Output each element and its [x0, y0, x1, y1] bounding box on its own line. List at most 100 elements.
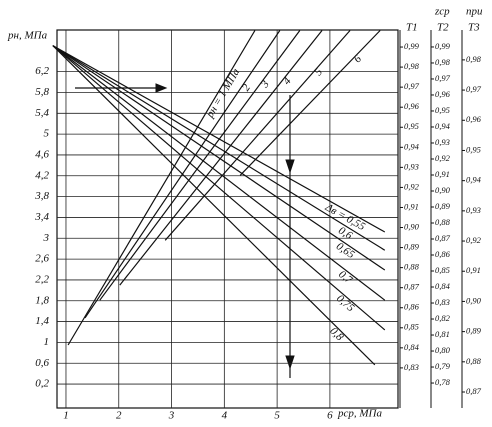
- y-tick-label: 2,2: [35, 273, 49, 285]
- nomogram-line: [52, 45, 386, 271]
- nomogram-line: [119, 30, 323, 286]
- right-tick-label: 0,88: [466, 356, 482, 366]
- y-tick-label: 3: [43, 232, 50, 244]
- right-tick-label: 0,96: [404, 101, 420, 111]
- series-label: 6: [351, 53, 364, 66]
- series-label: 2: [240, 82, 253, 94]
- right-tick-label: 0,86: [435, 249, 451, 259]
- right-axis-title: T3: [468, 22, 480, 34]
- right-tick-label: 0,85: [404, 322, 419, 332]
- y-tick-label: 5,4: [35, 107, 49, 119]
- series-label: 4: [281, 75, 294, 87]
- right-tick-label: 0,95: [466, 144, 481, 154]
- right-tick-label: 0,89: [404, 242, 420, 252]
- right-tick-label: 0,91: [466, 265, 481, 275]
- right-tick-label: 0,91: [404, 201, 419, 211]
- right-tick-label: 0,99: [404, 41, 420, 51]
- y-tick-label: 6,2: [35, 65, 49, 77]
- x-tick-label: 5: [274, 410, 280, 422]
- right-tick-label: 0,90: [404, 221, 420, 231]
- right-tick-label: 0,91: [435, 169, 450, 179]
- right-tick-label: 0,90: [435, 185, 451, 195]
- right-tick-label: 0,98: [466, 54, 482, 64]
- right-tick-label: 0,78: [435, 377, 451, 387]
- y-tick-label: 0,2: [35, 378, 49, 390]
- right-tick-label: 0,94: [404, 141, 420, 151]
- right-tick-label: 0,93: [404, 161, 419, 171]
- right-tick-label: 0,87: [404, 282, 420, 292]
- y-tick-label: 1,4: [35, 315, 49, 327]
- y-tick-label: 5: [44, 128, 50, 140]
- nomogram-line: [52, 45, 386, 251]
- nomogram-line: [99, 30, 301, 301]
- series-label: 0,7: [336, 268, 355, 286]
- right-tick-label: 0,86: [404, 302, 420, 312]
- right-tick-label: 0,80: [435, 345, 451, 355]
- right-tick-label: 0,95: [435, 105, 450, 115]
- x-tick-label: 4: [222, 410, 228, 422]
- x-axis-label: pср, МПа: [337, 408, 382, 420]
- y-tick-label: 3,4: [34, 211, 49, 223]
- right-tick-label: 0,97: [466, 84, 482, 94]
- nomogram-line: [164, 30, 351, 241]
- right-tick-label: 0,99: [435, 41, 451, 51]
- right-tick-label: 0,87: [435, 233, 451, 243]
- right-axis-title: T2: [437, 22, 449, 34]
- series-label: 0,75: [334, 293, 357, 315]
- right-tick-label: 0,85: [435, 265, 450, 275]
- right-tick-label: 0,81: [435, 329, 450, 339]
- right-tick-label: 0,89: [435, 201, 451, 211]
- x-tick-label: 3: [168, 410, 175, 422]
- nomogram-line: [52, 45, 376, 366]
- arrow-head: [285, 159, 295, 174]
- y-tick-label: 4,2: [35, 169, 49, 181]
- x-tick-label: 2: [116, 410, 122, 422]
- nomogram-line: [52, 45, 386, 301]
- right-tick-label: 0,98: [435, 57, 451, 67]
- right-tick-label: 0,82: [435, 313, 451, 323]
- right-tick-label: 0,89: [466, 326, 482, 336]
- nomogram-line: [239, 30, 381, 176]
- y-tick-label: 4,6: [35, 148, 49, 160]
- right-tick-label: 0,79: [435, 361, 451, 371]
- arrow-head: [155, 83, 168, 93]
- right-tick-label: 0,96: [435, 89, 451, 99]
- x-tick-label: 1: [63, 410, 69, 422]
- right-tick-label: 0,90: [466, 295, 482, 305]
- right-tick-label: 0,88: [404, 262, 420, 272]
- nomogram-line: [84, 30, 281, 319]
- y-tick-label: 1: [44, 336, 50, 348]
- right-tick-label: 0,94: [435, 121, 451, 131]
- right-tick-label: 0,92: [404, 181, 420, 191]
- right-tick-label: 0,83: [435, 297, 450, 307]
- x-tick-label: 6: [327, 410, 333, 422]
- right-tick-label: 0,92: [435, 153, 451, 163]
- right-axis-header: при: [466, 6, 483, 18]
- plot-frame: [56, 29, 399, 409]
- right-tick-label: 0,95: [404, 121, 419, 131]
- right-tick-label: 0,97: [404, 81, 420, 91]
- y-tick-label: 3,8: [34, 190, 49, 202]
- right-tick-label: 0,84: [435, 281, 451, 291]
- right-tick-label: 0,92: [466, 235, 482, 245]
- y-tick-label: 0,6: [35, 357, 49, 369]
- right-axis-header: zср: [434, 6, 450, 18]
- nomogram-line: [52, 45, 386, 331]
- right-tick-label: 0,83: [404, 362, 419, 372]
- right-tick-label: 0,93: [435, 137, 450, 147]
- right-tick-label: 0,97: [435, 73, 451, 83]
- right-tick-label: 0,84: [404, 342, 420, 352]
- right-axis-title: T1: [406, 22, 418, 34]
- right-tick-label: 0,98: [404, 61, 420, 71]
- series-label: 3: [258, 78, 272, 91]
- right-tick-label: 0,93: [466, 205, 481, 215]
- y-axis-label: pн, МПа: [7, 30, 48, 42]
- right-tick-label: 0,96: [466, 114, 482, 124]
- y-tick-label: 2,6: [35, 253, 49, 265]
- right-tick-label: 0,94: [466, 175, 482, 185]
- nomogram-line: [67, 30, 256, 346]
- series-label: 0,65: [334, 240, 357, 261]
- y-tick-label: 5,8: [35, 86, 49, 98]
- right-tick-label: 0,88: [435, 217, 451, 227]
